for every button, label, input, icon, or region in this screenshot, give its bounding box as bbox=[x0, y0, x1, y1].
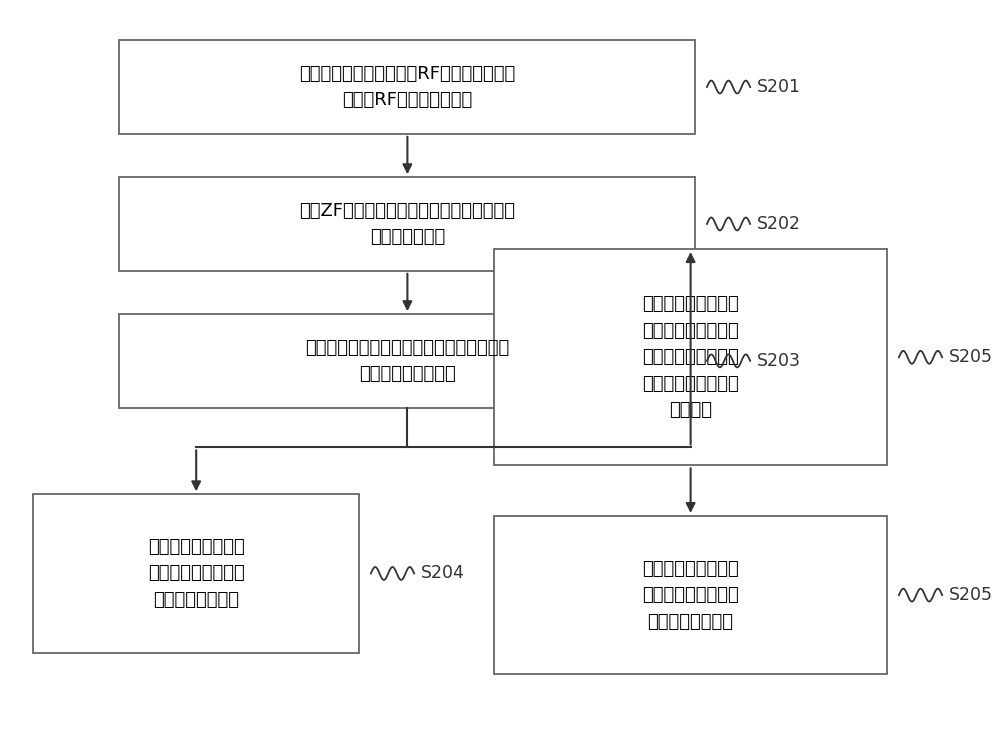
Text: 根据ZF预编码建立各终端的信噪比，进而分
析出系统和速率: 根据ZF预编码建立各终端的信噪比，进而分 析出系统和速率 bbox=[299, 202, 515, 246]
Text: S203: S203 bbox=[757, 352, 801, 370]
Text: 更新对数下界不等式
中的参数，以获得最
优的功率分配结果: 更新对数下界不等式 中的参数，以获得最 优的功率分配结果 bbox=[642, 560, 739, 631]
Bar bbox=[119, 177, 695, 270]
Text: 在终端侧匹配基站侧
不匹配时，通过对数
下界不等式和指数变
换，将非凸问题转换
为凸问题: 在终端侧匹配基站侧 不匹配时，通过对数 下界不等式和指数变 换，将非凸问题转换 … bbox=[642, 295, 739, 419]
Text: 以基站发射功率受限为条件，建立优化问题
即最大化系统和速率: 以基站发射功率受限为条件，建立优化问题 即最大化系统和速率 bbox=[305, 339, 510, 383]
Bar bbox=[494, 249, 887, 465]
Bar bbox=[33, 494, 359, 652]
Text: S205: S205 bbox=[949, 348, 993, 366]
Text: 在基站侧匹配终端侧
不匹配时，使用注水
方法进行功率分配: 在基站侧匹配终端侧 不匹配时，使用注水 方法进行功率分配 bbox=[148, 538, 245, 609]
Text: S202: S202 bbox=[757, 215, 801, 233]
Text: S204: S204 bbox=[421, 564, 465, 582]
Bar bbox=[494, 516, 887, 674]
Bar bbox=[119, 314, 695, 408]
Text: 分别建立终端侧和基站侧RF不匹配模型，进
而建立RF不匹配信道模型: 分别建立终端侧和基站侧RF不匹配模型，进 而建立RF不匹配信道模型 bbox=[299, 65, 516, 109]
Bar bbox=[119, 40, 695, 134]
Text: S201: S201 bbox=[757, 78, 801, 96]
Text: S205: S205 bbox=[949, 586, 993, 604]
